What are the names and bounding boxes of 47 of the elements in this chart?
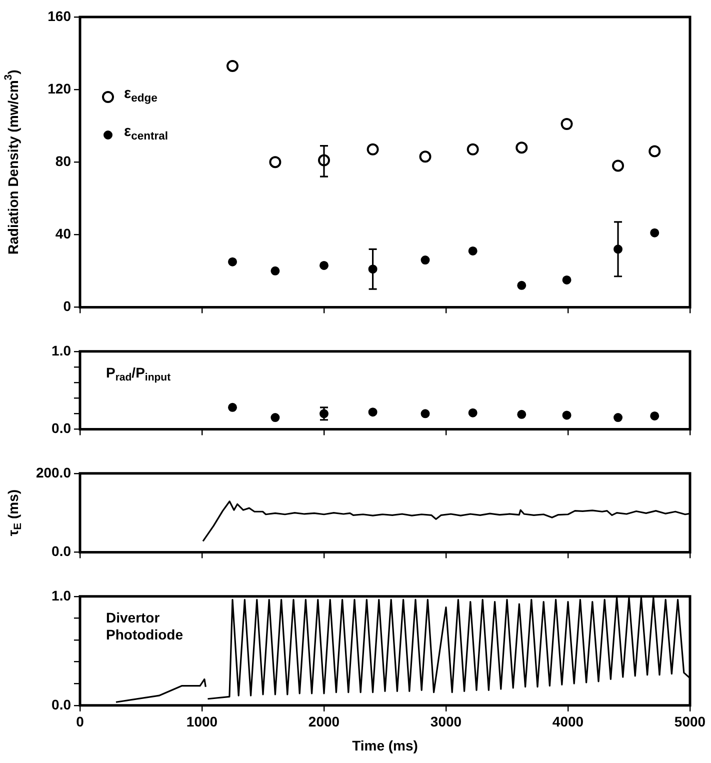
point [650, 411, 660, 420]
point [612, 160, 624, 172]
y-tick-label: 120 [48, 80, 72, 96]
x-tick-label: 0 [76, 714, 84, 730]
point [366, 143, 379, 156]
point [468, 408, 478, 418]
point [368, 408, 378, 417]
y-tick-label: 0.0 [52, 420, 72, 436]
point [560, 118, 573, 130]
point [228, 402, 237, 412]
point [648, 145, 661, 158]
point [466, 143, 479, 156]
point [269, 156, 282, 168]
y-tick-label: 0.0 [52, 696, 72, 712]
x-tick-label: 5000 [674, 714, 706, 730]
point [270, 413, 280, 422]
y-tick-label: 0 [63, 298, 72, 314]
point [562, 275, 572, 284]
y-tick-label: 80 [55, 152, 72, 169]
point [614, 413, 623, 422]
point [270, 266, 280, 276]
point [562, 410, 572, 420]
point [419, 150, 432, 163]
y-tick-label: 40 [55, 226, 72, 242]
annotation: Divertor Photodiode [106, 609, 184, 642]
point [226, 60, 238, 72]
x-axis-title: Time (ms) [352, 737, 418, 754]
x-tick-label: 1000 [186, 714, 218, 730]
point [516, 142, 528, 154]
y-tick-label: 0.0 [52, 543, 72, 560]
y-tick-label: 1.0 [52, 587, 72, 604]
point [468, 246, 478, 256]
y-axis-title: τE (ms) [4, 489, 24, 536]
y-tick-label: 160 [48, 8, 72, 24]
point [420, 409, 430, 418]
point [517, 410, 526, 419]
point [320, 260, 328, 270]
x-tick-label: 2000 [308, 714, 340, 730]
point [420, 256, 430, 265]
y-tick-label: 1.0 [52, 342, 72, 358]
x-tick-label: 3000 [430, 714, 462, 730]
x-tick-label: 4000 [552, 714, 584, 730]
point [228, 257, 237, 266]
point [650, 228, 660, 238]
point [517, 280, 526, 290]
y-tick-label: 200.0 [36, 464, 72, 480]
y-axis-title: Radiation Density (mw/cm3) [2, 70, 21, 254]
